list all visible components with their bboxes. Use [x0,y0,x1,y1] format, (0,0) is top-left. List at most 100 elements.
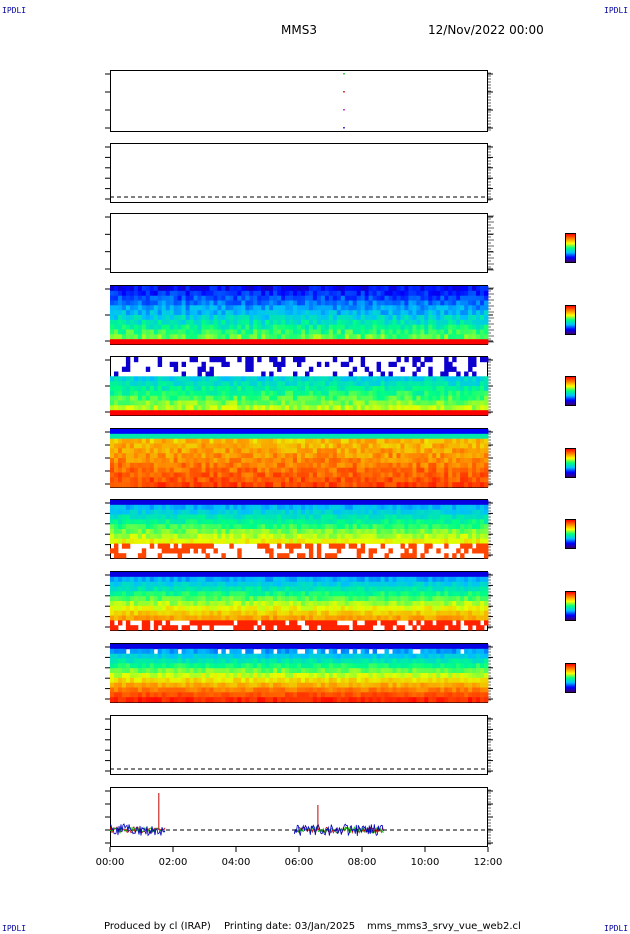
feepsi-cell [424,357,429,363]
feepse-cell [440,305,445,311]
feepse-cell [316,286,322,292]
hpca_h-cell [316,472,322,478]
hpca_he-cell [380,529,385,535]
feepse-cell [400,329,405,335]
hpca_he2-cell [229,576,234,582]
hpca_h-cell [380,458,385,464]
hpca_he-cell [133,529,139,535]
hpca_h-colorbar [565,448,576,478]
hpca_h-cell [213,438,218,444]
hpca_he2-cell [237,610,242,616]
hpca_h-cell [161,458,167,464]
feepse-cell [416,334,421,340]
hpca_h-cell [336,438,342,444]
hpca_he-cell [396,524,401,530]
hpca_he-cell [114,529,119,535]
feepse-cell [332,315,338,321]
hpca_he2-cell [129,625,135,631]
feepse-cell [114,339,119,345]
feepsi-cell [185,395,190,401]
feepse-cell [356,300,362,306]
feepse-cell [312,334,318,340]
feepse-cell [456,305,461,311]
panel-divpi [110,787,488,847]
hpca_he-cell [408,533,413,539]
feepsi-cell [464,405,469,411]
hpca_he-cell [408,553,413,559]
hpca_h-cell [340,433,346,439]
feepse-cell [257,339,262,345]
hpca_he2-cell [197,601,202,607]
hpca_h-cell [384,429,389,435]
hpca_h-cell [448,472,453,478]
hpca_h-cell [372,472,377,478]
hpca_h-cell [225,443,230,449]
hpca_h-cell [396,429,401,435]
hpca_he2-cell [161,576,167,582]
feepsi-cell [233,410,238,416]
feepse-cell [245,305,250,311]
hpca_h-cell [484,472,489,478]
hpca_he2-cell [121,576,127,582]
feepsi-cell [372,410,377,416]
hpca_he-cell [205,519,210,525]
hpca_h-cell [428,462,433,468]
feepsi-cell [416,405,421,411]
feepsi-cell [121,366,127,372]
feepsi-cell [328,390,334,396]
feepse-cell [472,315,477,321]
hpca_he-cell [424,538,429,544]
hpca_he-cell [185,524,190,530]
feepse-cell [364,339,370,345]
feepse-cell [440,300,445,306]
feepsi-cell [277,381,282,387]
feepsi-cell [157,395,163,401]
feepsi-cell [348,395,354,401]
feepse-cell [114,295,119,301]
feepsi-cell [344,390,350,396]
hpca_he2-cell [165,591,171,597]
hpca_he-cell [388,548,393,554]
hpca_he-cell [161,529,167,535]
feepse-cell [348,329,354,335]
hpca_h-cell [360,433,366,439]
hpca_he-cell [297,524,302,530]
feepsi-cell [110,376,115,382]
hpca_he2-cell [221,605,226,611]
hpca_h-cell [392,429,397,435]
feepse-cell [233,295,238,301]
feepsi-cell [452,390,457,396]
hpca_h-cell [404,429,409,435]
feepsi-cell [229,381,234,387]
hpca_he-cell [153,514,159,520]
hpca_he-cell [225,500,230,506]
feepsi-cell [277,405,282,411]
hpca_he2-cell [233,572,238,578]
feepse-cell [165,339,171,345]
hpca_h-cell [400,453,405,459]
hpca_he-cell [125,514,131,520]
hpca_he-cell [133,519,139,525]
feepsi-cell [380,376,385,382]
hpca_h-cell [153,477,159,483]
feepsi-cell [149,395,155,401]
feepse-cell [201,305,206,311]
hpca_h-cell [217,477,222,483]
hpca_he2-cell [241,601,246,607]
hpca_he-cell [416,529,421,535]
hpca_h-cell [352,462,358,468]
hpca_h-cell [444,438,449,444]
hpca_he2-cell [133,610,139,616]
feepse-cell [241,310,246,316]
hpca_h-cell [412,462,417,468]
hpca_h-cell [332,458,338,464]
feepsi-cell [205,405,210,411]
hpca_he-cell [384,514,389,520]
hpca_he-cell [289,529,294,535]
feepse-cell [436,334,441,340]
hpca_h-cell [217,433,222,439]
hpca_he-cell [205,529,210,535]
feepsi-cell [197,410,202,416]
feepsi-cell [118,381,123,387]
hpca_h-cell [328,467,334,473]
